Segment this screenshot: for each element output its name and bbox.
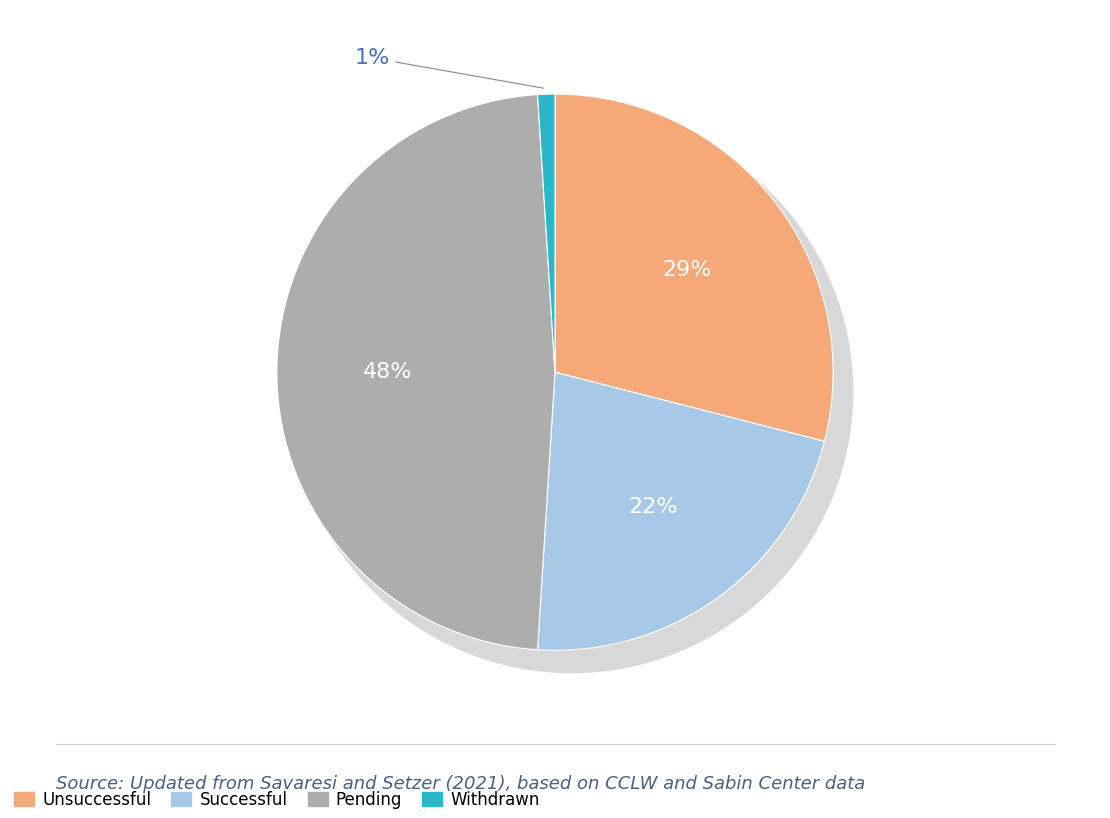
Legend: Unsuccessful, Successful, Pending, Withdrawn: Unsuccessful, Successful, Pending, Withd…	[7, 784, 546, 816]
Wedge shape	[537, 94, 555, 372]
Wedge shape	[276, 95, 555, 649]
Text: 48%: 48%	[363, 362, 413, 382]
Wedge shape	[537, 372, 825, 650]
Circle shape	[291, 110, 852, 672]
Text: 22%: 22%	[628, 497, 678, 517]
Text: 1%: 1%	[355, 48, 544, 88]
Text: 29%: 29%	[662, 260, 712, 280]
Wedge shape	[555, 94, 834, 442]
Text: Source: Updated from Savaresi and Setzer (2021), based on CCLW and Sabin Center : Source: Updated from Savaresi and Setzer…	[56, 775, 865, 793]
